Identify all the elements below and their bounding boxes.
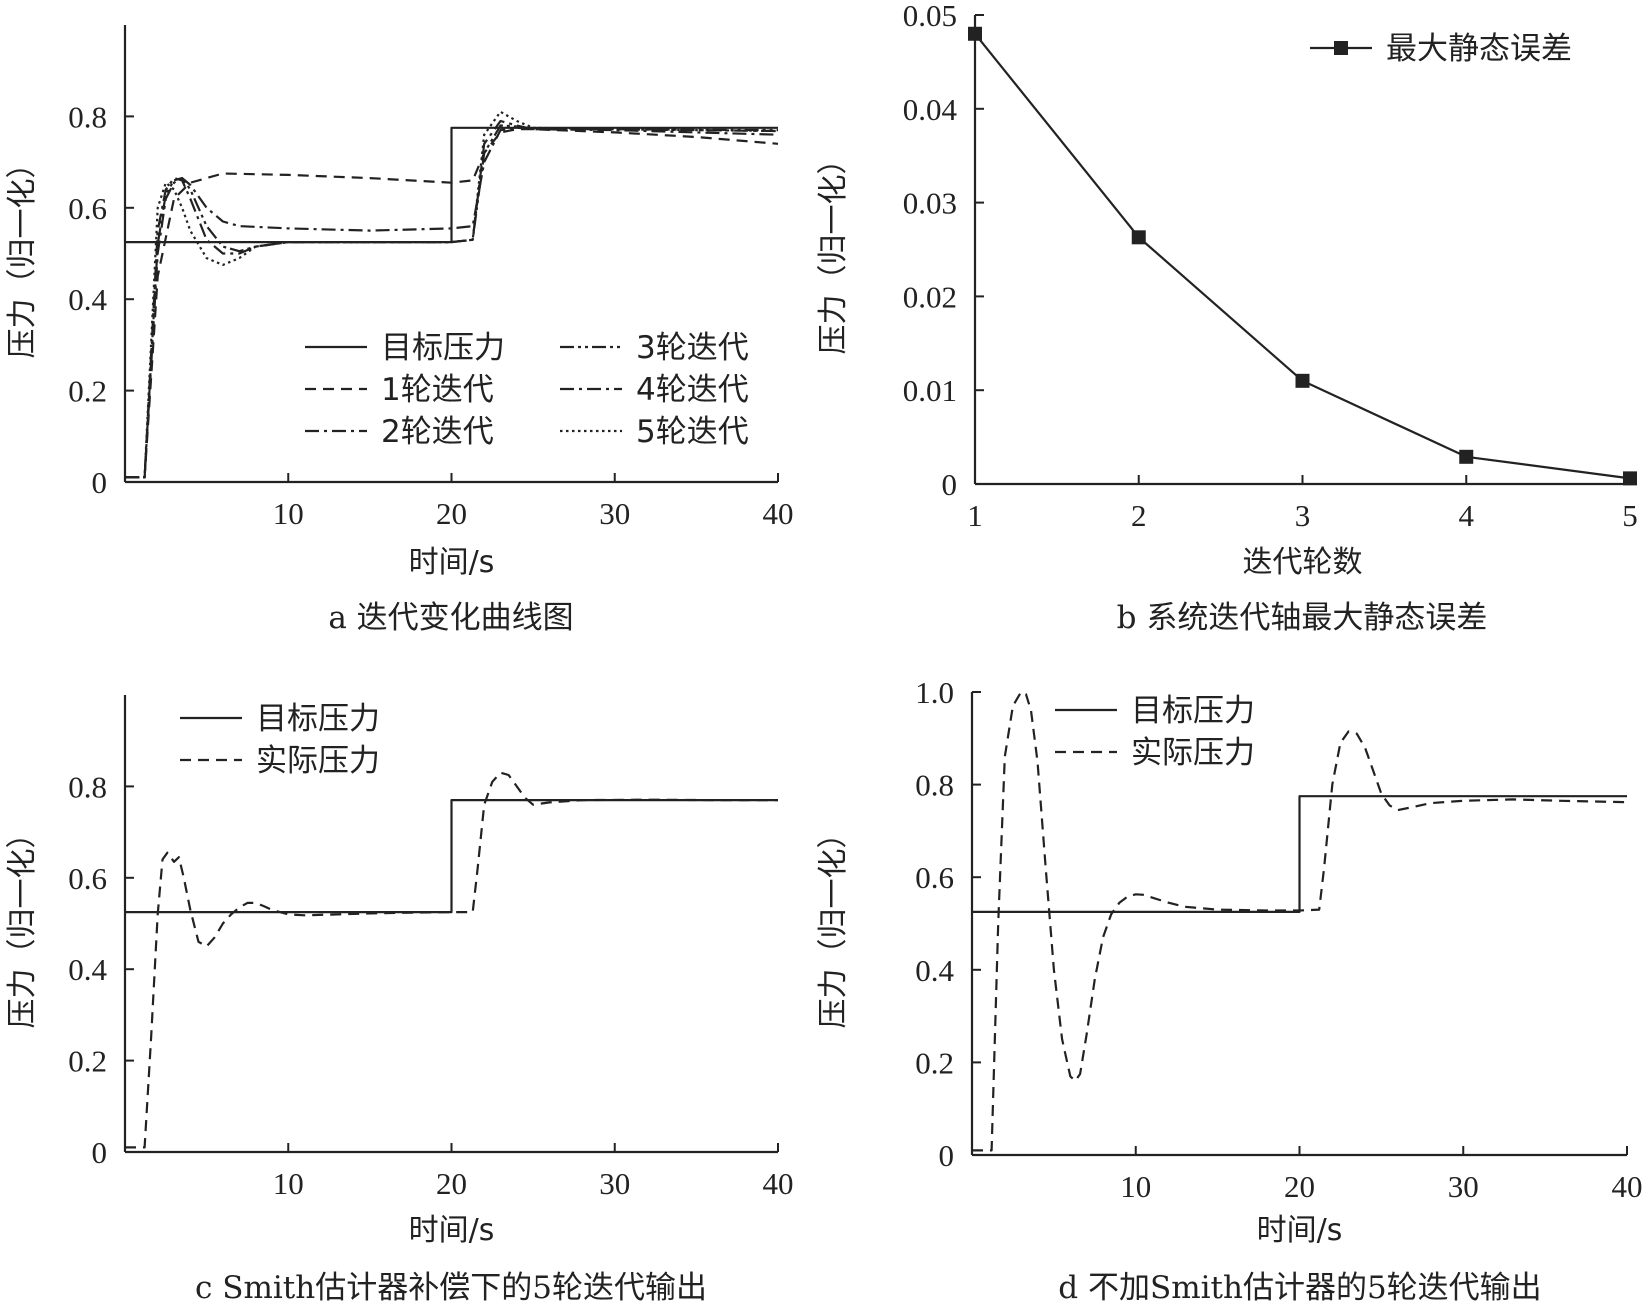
y-tick-label-a-0-4: 0.4 bbox=[68, 282, 107, 317]
y-tick-label-b-0-05: 0.05 bbox=[903, 0, 957, 33]
data-point-b-3 bbox=[1295, 373, 1310, 388]
series-line-a-1 bbox=[125, 126, 778, 244]
legend-label-d-2: 实际压力 bbox=[1131, 735, 1255, 771]
x-tick-label-b-5: 5 bbox=[1622, 498, 1638, 533]
y-tick-label-b-0-02: 0.02 bbox=[903, 279, 957, 314]
legend-label-c-1: 目标压力 bbox=[256, 701, 380, 737]
y-axis-label-b: 压力（归一化） bbox=[816, 145, 851, 355]
y-tick-label-a-0: 0 bbox=[92, 465, 108, 500]
legend-label-a-4: 3轮迭代 bbox=[636, 330, 749, 366]
legend-label-a-1: 目标压力 bbox=[381, 330, 505, 366]
panel-b: 0 0.01 0.02 0.03 0.04 0.05 1 2 3 4 5 迭代轮数 压力（归一化） b 系… bbox=[816, 0, 1638, 636]
legend-marker-b bbox=[1334, 41, 1348, 55]
y-tick-label-c-0-6: 0.6 bbox=[68, 861, 107, 896]
series-line-d-2 bbox=[972, 690, 1628, 1152]
legend-label-a-6: 5轮迭代 bbox=[636, 414, 749, 450]
x-tick-label-d-40: 40 bbox=[1612, 1169, 1642, 1204]
x-tick-label-d-20: 20 bbox=[1284, 1169, 1315, 1204]
x-axis-label-c: 时间/s bbox=[409, 1213, 495, 1248]
y-tick-label-d-0-2: 0.2 bbox=[915, 1045, 954, 1080]
x-axis-label-d: 时间/s bbox=[1257, 1213, 1343, 1248]
x-tick-label-a-30: 30 bbox=[599, 496, 630, 531]
panel-d: 0 0.2 0.4 0.6 0.8 1.0 10 20 30 40 时间/s 压力（归一化） d 不加S… bbox=[816, 675, 1642, 1306]
series-line-c-1 bbox=[125, 799, 778, 914]
y-tick-label-c-0-8: 0.8 bbox=[68, 769, 107, 804]
data-point-b-4 bbox=[1459, 449, 1474, 464]
y-tick-label-d-0-6: 0.6 bbox=[915, 860, 954, 895]
x-tick-label-c-30: 30 bbox=[599, 1166, 630, 1201]
y-tick-label-d-0-8: 0.8 bbox=[915, 768, 954, 803]
x-tick-label-d-30: 30 bbox=[1448, 1169, 1479, 1204]
series-line-d-1 bbox=[972, 795, 1627, 913]
data-point-b-1 bbox=[968, 26, 982, 41]
x-axis-label-b: 迭代轮数 bbox=[1243, 545, 1363, 580]
y-tick-label-a-0-6: 0.6 bbox=[68, 191, 107, 226]
caption-c: c Smith估计器补偿下的5轮迭代输出 bbox=[195, 1270, 707, 1306]
y-tick-label-a-0-8: 0.8 bbox=[68, 99, 107, 134]
x-tick-label-c-10: 10 bbox=[273, 1166, 304, 1201]
y-axis-label-c: 压力（归一化） bbox=[5, 819, 40, 1029]
x-tick-label-b-3: 3 bbox=[1295, 498, 1311, 533]
x-tick-label-a-10: 10 bbox=[273, 496, 304, 531]
y-tick-label-a-0-2: 0.2 bbox=[68, 374, 107, 409]
panel-a: 0 0.2 0.4 0.6 0.8 10 20 30 40 时间/s 压力（归一化） a 迭代变化曲线… bbox=[5, 25, 794, 636]
x-tick-label-d-10: 10 bbox=[1120, 1169, 1151, 1204]
legend-label-b-1: 最大静态误差 bbox=[1386, 31, 1572, 67]
y-tick-label-b-0-01: 0.01 bbox=[903, 373, 957, 408]
x-tick-label-b-4: 4 bbox=[1459, 498, 1475, 533]
legend-label-a-5: 4轮迭代 bbox=[636, 372, 749, 408]
legend-label-a-3: 2轮迭代 bbox=[381, 414, 494, 450]
y-tick-label-b-0-03: 0.03 bbox=[903, 186, 957, 221]
x-tick-label-c-20: 20 bbox=[436, 1166, 467, 1201]
series-line-b-1 bbox=[975, 33, 1631, 480]
y-tick-label-d-0: 0 bbox=[939, 1138, 955, 1173]
caption-b: b 系统迭代轴最大静态误差 bbox=[1117, 600, 1488, 636]
y-tick-label-b-0: 0 bbox=[942, 467, 958, 502]
data-point-b-5 bbox=[1623, 471, 1637, 486]
x-tick-label-c-40: 40 bbox=[763, 1166, 794, 1201]
x-tick-label-a-20: 20 bbox=[436, 496, 467, 531]
caption-a: a 迭代变化曲线图 bbox=[328, 600, 573, 636]
legend-label-a-2: 1轮迭代 bbox=[381, 372, 494, 408]
y-tick-label-c-0-4: 0.4 bbox=[68, 952, 107, 987]
legend-label-c-2: 实际压力 bbox=[256, 743, 380, 779]
x-axis-label-a: 时间/s bbox=[409, 545, 495, 580]
y-tick-label-c-0-2: 0.2 bbox=[68, 1044, 107, 1079]
panel-c: 0 0.2 0.4 0.6 0.8 10 20 30 40 时间/s 压力（归一化） c Smith估… bbox=[5, 695, 794, 1306]
data-point-b-2 bbox=[1131, 230, 1146, 245]
series-line-a-6 bbox=[125, 110, 779, 479]
y-tick-label-c-0: 0 bbox=[92, 1135, 108, 1170]
y-axis-label-d: 压力（归一化） bbox=[816, 819, 851, 1029]
y-tick-label-b-0-04: 0.04 bbox=[903, 92, 958, 127]
legend-label-d-1: 目标压力 bbox=[1131, 693, 1255, 729]
caption-d: d 不加Smith估计器的5轮迭代输出 bbox=[1058, 1270, 1541, 1306]
y-axis-label-a: 压力（归一化） bbox=[5, 149, 40, 359]
x-tick-label-b-2: 2 bbox=[1131, 498, 1147, 533]
x-tick-label-a-40: 40 bbox=[763, 496, 794, 531]
x-tick-label-b-1: 1 bbox=[967, 498, 983, 533]
y-tick-label-d-0-4: 0.4 bbox=[915, 953, 954, 988]
y-tick-label-d-1: 1.0 bbox=[915, 675, 954, 710]
series-line-c-2 bbox=[125, 771, 778, 1149]
